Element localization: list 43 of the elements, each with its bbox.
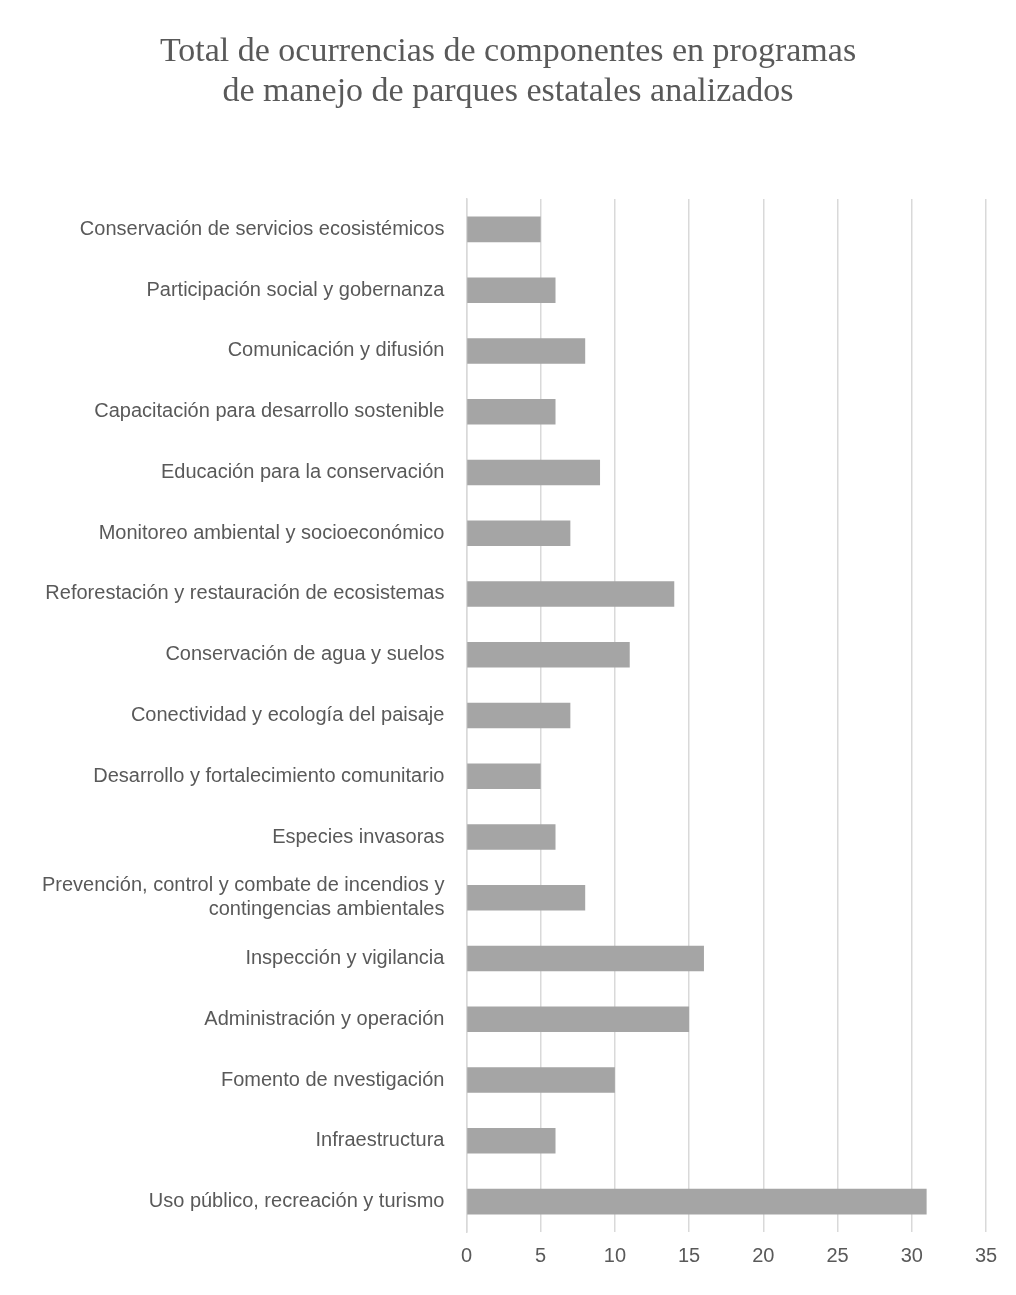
bar — [467, 459, 601, 486]
y-tick-label: Prevención, control y combate de incendios y contingencias ambientales — [41, 873, 445, 920]
bar — [467, 277, 556, 303]
y-tick-label: Administración y operación — [204, 1006, 445, 1029]
x-tick-label: 0 — [460, 1243, 472, 1266]
bar — [467, 520, 571, 546]
y-tick-label: Inspección y vigilancia — [245, 946, 446, 969]
bar — [467, 1006, 690, 1033]
bar — [467, 945, 704, 972]
y-tick-label: Reforestación y restauración de ecosistemas — [45, 581, 445, 604]
y-tick-label: Comunicación y difusión — [227, 338, 445, 361]
y-tick-label: Participación social y gobernanza — [146, 277, 446, 300]
y-tick-label: Capacitación para desarrollo sostenible — [94, 399, 445, 422]
x-tick-label: 5 — [535, 1243, 547, 1266]
y-tick-label: Educación para la conservación — [160, 459, 445, 482]
y-tick-label: Conservación de servicios ecosistémicos — [79, 216, 445, 239]
x-tick-label: 35 — [974, 1243, 998, 1266]
y-tick-label: Conservación de agua y suelos — [165, 642, 445, 665]
y-tick-label: Especies invasoras — [272, 824, 445, 847]
bar — [467, 398, 556, 425]
y-tick-label: Conectividad y ecología del paisaje — [130, 703, 445, 726]
y-tick-label: Uso público, recreación y turismo — [148, 1189, 445, 1212]
bar — [467, 1128, 556, 1154]
chart-title: Total de ocurrencias de componentes en programas de manejo de parques estatales analizados — [158, 30, 858, 110]
bar — [467, 641, 630, 668]
bar — [467, 338, 586, 364]
y-tick-label: Infraestructura — [315, 1128, 446, 1151]
bar — [467, 1067, 615, 1093]
bar — [467, 763, 541, 790]
y-tick-label: Fomento de nvestigación — [220, 1067, 445, 1090]
bar — [467, 824, 556, 850]
bar — [467, 581, 675, 607]
y-tick-label: Desarrollo y fortalecimiento comunitario — [93, 763, 445, 786]
x-tick-label: 25 — [826, 1243, 849, 1266]
bar — [467, 1188, 927, 1215]
x-tick-label: 15 — [677, 1243, 701, 1266]
bar — [467, 216, 541, 243]
x-tick-label: 20 — [752, 1243, 775, 1266]
y-tick-label: Monitoreo ambiental y socioeconómico — [98, 520, 445, 543]
x-tick-label: 10 — [603, 1243, 627, 1266]
x-tick-label: 30 — [900, 1243, 923, 1266]
bar — [467, 702, 571, 729]
bar — [467, 885, 586, 911]
